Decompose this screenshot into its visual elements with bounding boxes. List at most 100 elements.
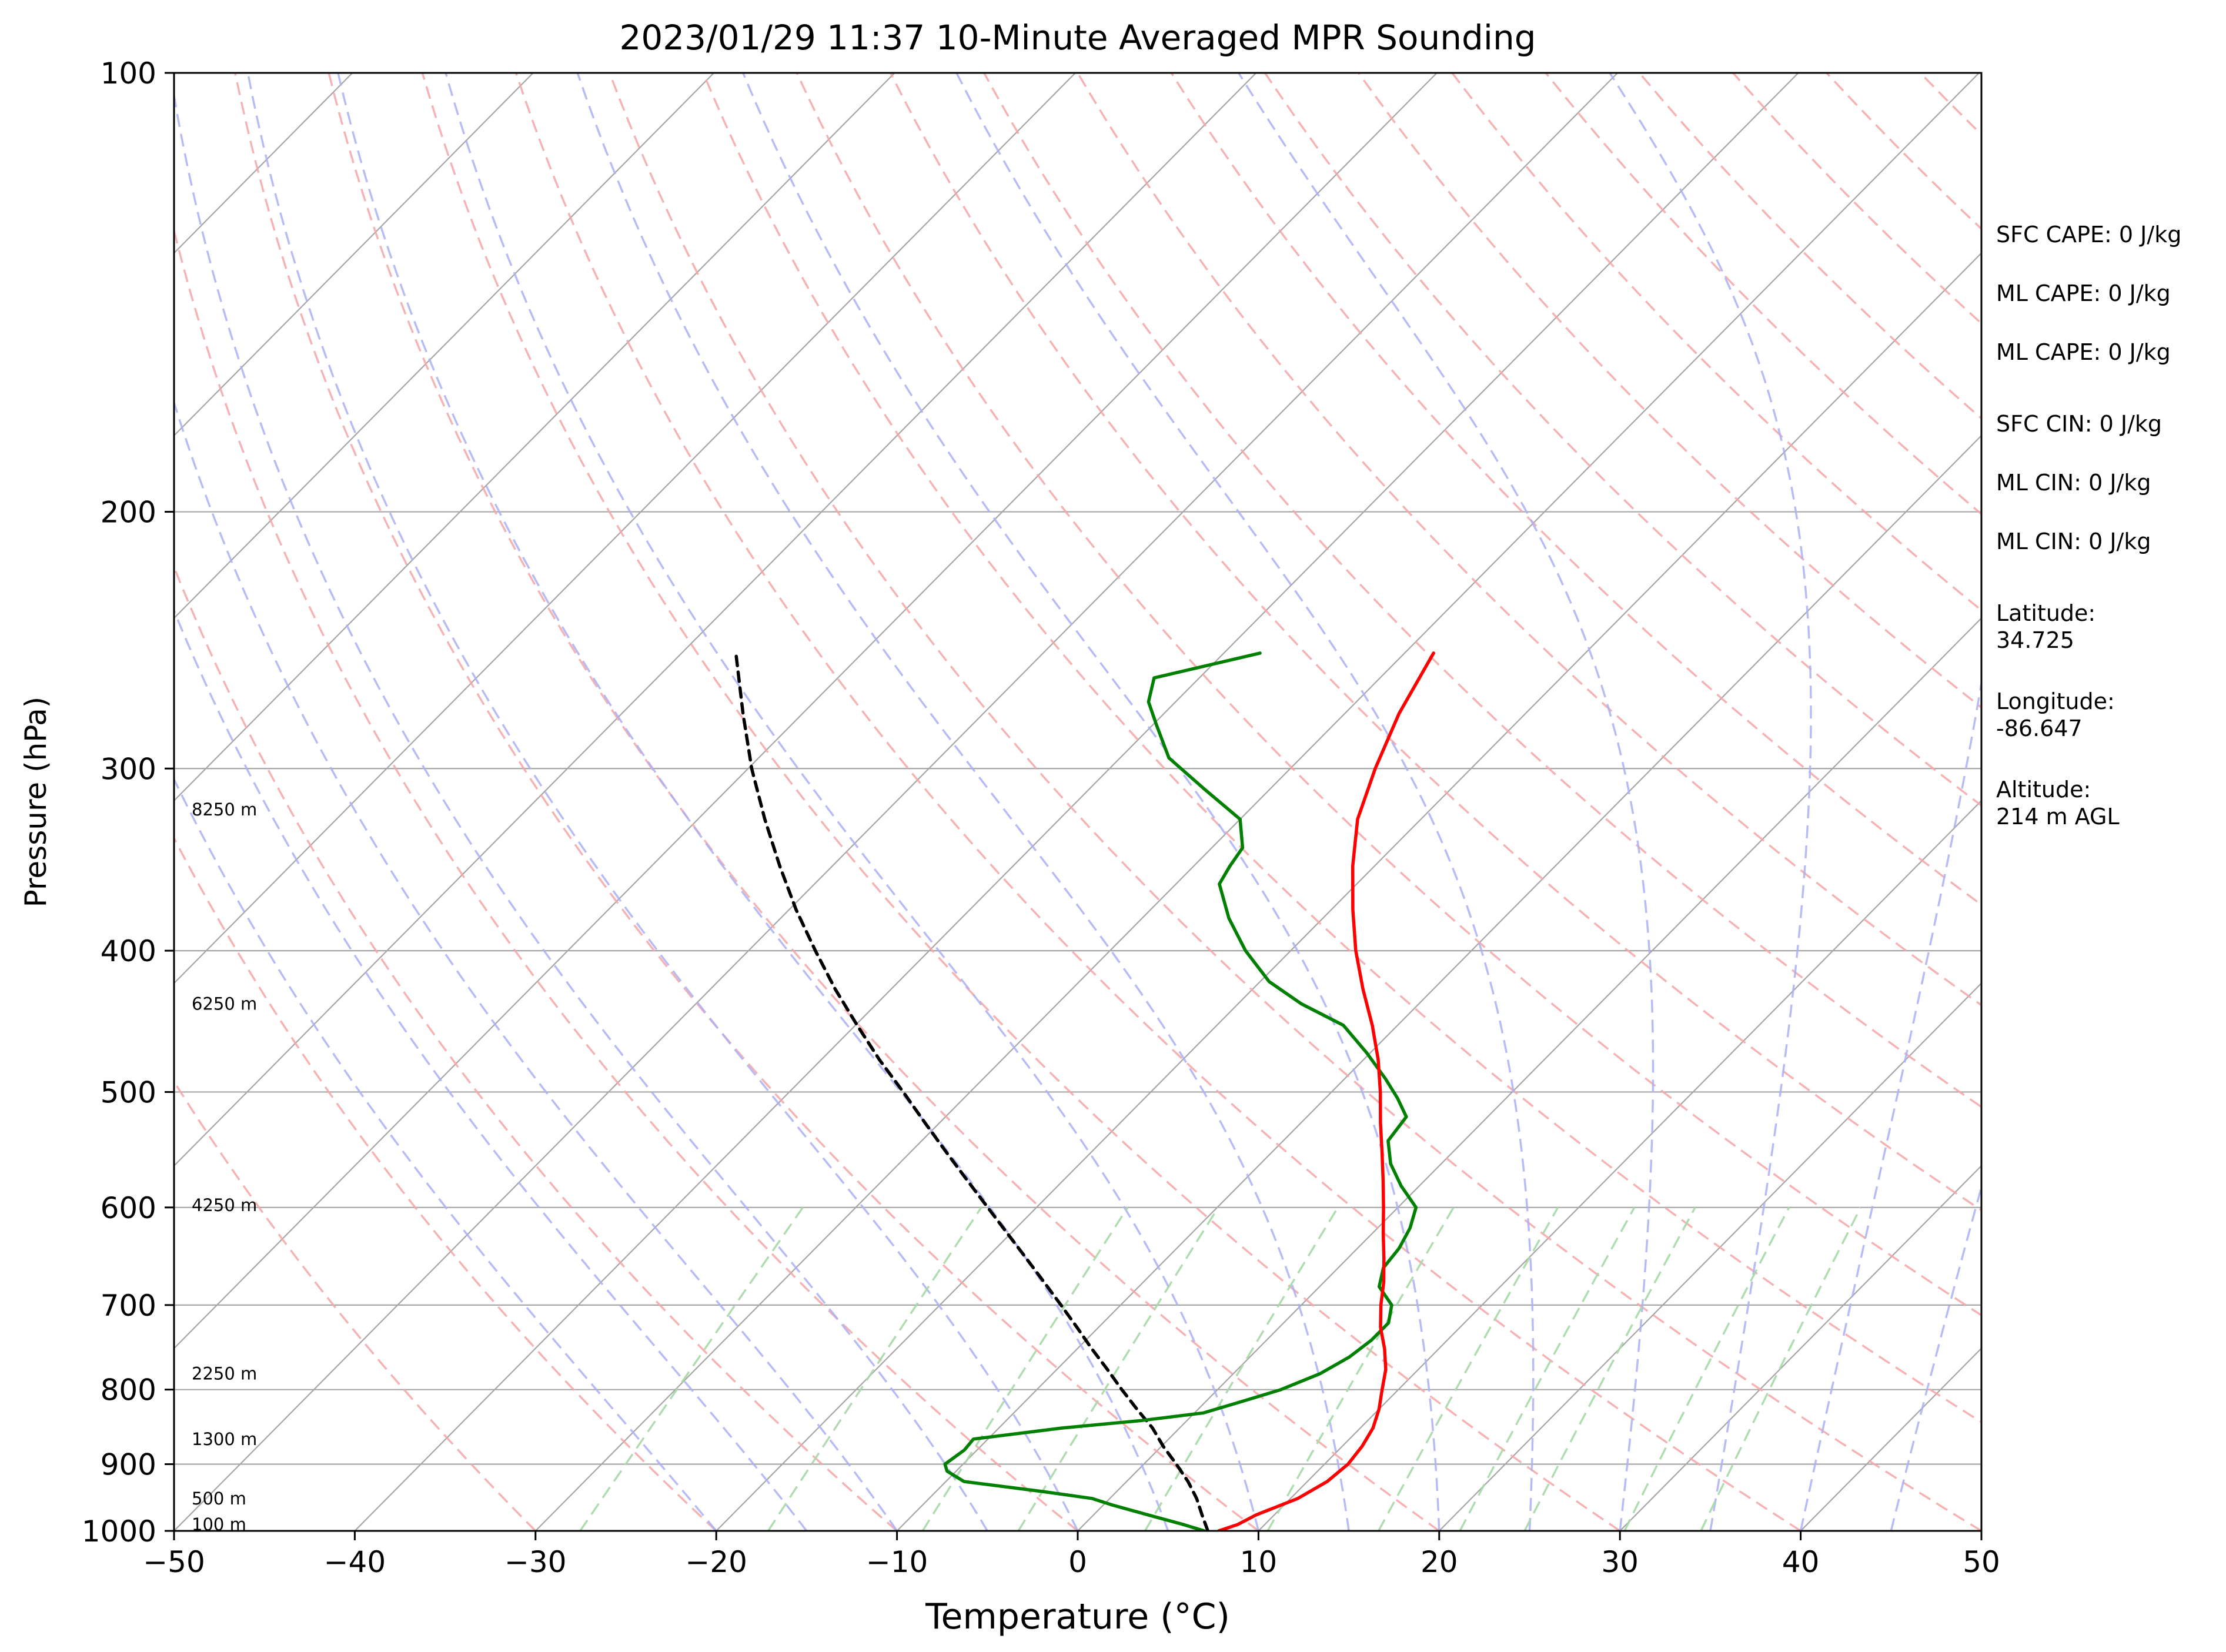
- y-tick-label: 900: [101, 1448, 156, 1482]
- x-tick-label: −30: [504, 1545, 567, 1579]
- grid-layer: [174, 73, 1981, 1531]
- isotherm-line: [174, 73, 1076, 985]
- latitude-label: Latitude: 34.725: [1996, 600, 2096, 653]
- isotherm-line: [174, 73, 1438, 1350]
- x-axis-label: Temperature (°C): [925, 1596, 1230, 1637]
- height-label: 2250 m: [192, 1363, 257, 1383]
- dry-adiabat-line: [1451, 73, 1981, 612]
- x-tick-label: 0: [1068, 1545, 1087, 1579]
- height-label: 8250 m: [192, 800, 257, 820]
- moist-adiabat-line: [337, 73, 1169, 1531]
- mixing-ratio-line: [767, 1206, 982, 1531]
- dry-adiabat-line: [1077, 73, 1981, 1006]
- ml-cape-label: ML CAPE: 0 J/kg: [1996, 280, 2171, 306]
- dry-adiabat-line: [327, 73, 1440, 1531]
- dry-adiabat-line: [702, 73, 1981, 1423]
- y-tick-label: 100: [101, 56, 156, 91]
- x-tick-label: 20: [1421, 1545, 1458, 1579]
- moist-adiabat-line: [1609, 73, 1812, 1531]
- height-label: 6250 m: [192, 994, 257, 1014]
- moist-adiabat-line: [174, 89, 988, 1531]
- parcel-profile-line: [734, 651, 1210, 1531]
- dry-adiabat-line: [983, 73, 1981, 1108]
- dry-adiabat-line: [1170, 73, 1981, 907]
- height-label: 1300 m: [192, 1429, 257, 1449]
- dry-adiabat-line: [1358, 73, 1981, 709]
- y-tick-label: 1000: [82, 1514, 156, 1549]
- dry-adiabat-line: [174, 226, 1079, 1531]
- x-tick-label: 50: [1963, 1545, 2000, 1579]
- x-tick-label: −10: [866, 1545, 928, 1579]
- mixing-ratio-line: [1523, 1206, 1696, 1531]
- dry-adiabat-line: [1264, 73, 1981, 807]
- mixing-ratio-line: [1017, 1206, 1219, 1531]
- y-tick-label: 400: [101, 934, 156, 968]
- mixing-ratio-line: [1700, 1207, 1862, 1531]
- height-label: 4250 m: [192, 1195, 257, 1215]
- dry-adiabat-line: [234, 73, 1259, 1531]
- y-tick-label: 700: [101, 1289, 156, 1323]
- axes: −50 −40 −30 −20 −10 0 10 20 30 40 50 100 200 300 400 50…: [82, 56, 2000, 1579]
- y-tick-label: 200: [101, 496, 156, 530]
- mixing-ratio-line: [579, 1206, 804, 1531]
- moist-adiabat-line: [444, 73, 1260, 1531]
- dry-adiabat-line: [174, 564, 898, 1531]
- dry-adiabat-line: [889, 73, 1981, 1212]
- mixing-ratio-line: [1378, 1206, 1559, 1531]
- y-tick-label: 300: [101, 752, 156, 786]
- x-tick-label: 30: [1601, 1545, 1639, 1579]
- dry-adiabat-line: [609, 73, 1981, 1531]
- longitude-label: Longitude: -86.647: [1996, 688, 2115, 741]
- isotherm-line: [1077, 617, 1981, 1531]
- dry-adiabat-line: [514, 73, 1801, 1531]
- x-tick-label: 40: [1782, 1545, 1820, 1579]
- mixing-ratio-line: [1266, 1206, 1455, 1531]
- y-axis-label: Pressure (hPa): [19, 697, 53, 908]
- dry-adiabat-line: [796, 73, 1981, 1317]
- dry-adiabat-line: [421, 73, 1621, 1531]
- moist-adiabat-line: [1890, 1183, 1981, 1531]
- isotherm-line: [535, 73, 1980, 1531]
- dry-adiabat-line: [1638, 73, 1981, 420]
- isotherm-line: [1619, 1165, 1981, 1531]
- height-label: 500 m: [192, 1489, 246, 1509]
- moist-adiabat-line: [174, 399, 898, 1531]
- moist-adiabat-line: [246, 73, 1079, 1531]
- dry-adiabat-line: [1732, 73, 1981, 325]
- x-tick-label: −50: [143, 1545, 205, 1579]
- isotherm-line: [174, 73, 1257, 1167]
- data-layer: [734, 651, 1435, 1531]
- dewpoint-profile-line: [943, 651, 1418, 1531]
- ml-cin-label: ML CIN: 0 J/kg: [1996, 470, 2151, 496]
- y-tick-label: 600: [101, 1191, 156, 1225]
- sfc-cin-label: SFC CIN: 0 J/kg: [1996, 411, 2163, 437]
- x-tick-label: 10: [1240, 1545, 1278, 1579]
- x-tick-label: −20: [685, 1545, 747, 1579]
- temperature-profile-line: [1217, 651, 1435, 1531]
- moist-adiabat-line: [576, 73, 1350, 1531]
- isotherm-line: [174, 73, 1618, 1531]
- moist-adiabat-line: [955, 73, 1535, 1531]
- isotherm-line: [174, 73, 534, 437]
- x-tick-label: −40: [324, 1545, 386, 1579]
- isotherm-line: [354, 73, 1799, 1531]
- moist-adiabat-line: [1238, 73, 1655, 1531]
- ml-cape-label-2: ML CAPE: 0 J/kg: [1996, 339, 2171, 365]
- isotherm-line: [1258, 800, 1981, 1531]
- moist-adiabat-line: [1799, 677, 1981, 1531]
- isotherm-line: [174, 73, 714, 620]
- isotherm-line: [896, 434, 1981, 1531]
- ml-cin-label-2: ML CIN: 0 J/kg: [1996, 529, 2151, 554]
- mixing-ratio-line: [1144, 1206, 1339, 1531]
- isotherm-line: [174, 73, 895, 802]
- chart-title: 2023/01/29 11:37 10-Minute Averaged MPR …: [619, 18, 1536, 58]
- moist-adiabat-line: [174, 777, 717, 1531]
- sfc-cape-label: SFC CAPE: 0 J/kg: [1996, 222, 2182, 248]
- isotherm-line: [716, 252, 1981, 1531]
- mixing-ratio-line: [1459, 1206, 1636, 1531]
- y-tick-label: 500: [101, 1075, 156, 1109]
- y-tick-label: 800: [101, 1373, 156, 1407]
